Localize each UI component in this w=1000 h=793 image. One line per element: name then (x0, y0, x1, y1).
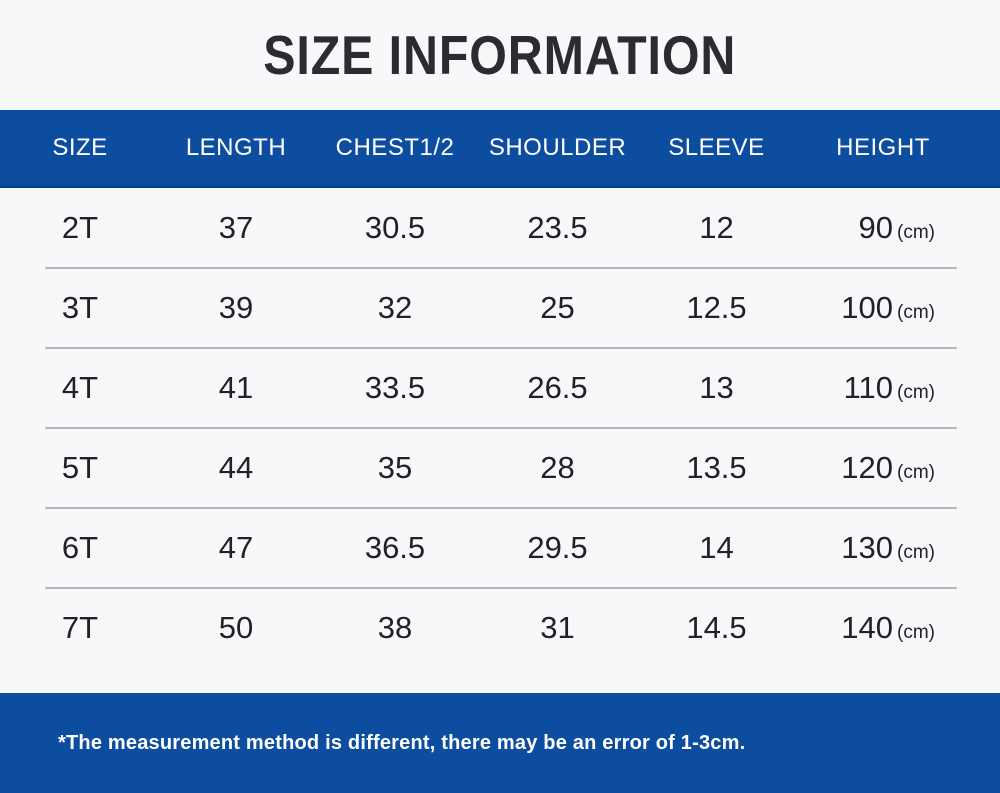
height-cell: 90 (cm) (796, 210, 1000, 246)
size-cell: 2T (61, 210, 99, 245)
chest-cell: 33.5 (364, 370, 426, 405)
shoulder-cell: 31 (540, 610, 575, 645)
sleeve-cell: 12 (699, 210, 734, 245)
chest-cell: 38 (377, 610, 413, 645)
height-value: 100 (841, 290, 893, 325)
column-header-shoulder: SHOULDER (488, 134, 627, 161)
length-cell: 44 (218, 450, 254, 485)
shoulder-cell: 25 (540, 290, 575, 325)
height-cell: 120 (cm) (796, 450, 1000, 486)
measurement-disclaimer: *The measurement method is different, th… (58, 731, 746, 754)
height-unit: (cm) (897, 302, 935, 323)
chest-cell: 30.5 (364, 210, 426, 245)
size-cell: 4T (61, 370, 99, 405)
height-value: 90 (858, 210, 893, 245)
length-cell: 39 (218, 290, 254, 325)
column-header-chest: CHEST1/2 (335, 134, 455, 161)
chest-cell: 32 (377, 290, 413, 325)
size-cell: 3T (61, 290, 99, 325)
length-cell: 50 (218, 610, 254, 645)
sleeve-cell: 14 (699, 530, 734, 565)
chest-cell: 36.5 (364, 530, 426, 565)
length-cell: 37 (218, 210, 254, 245)
column-header-height: HEIGHT (836, 134, 930, 161)
sleeve-cell: 13 (699, 370, 734, 405)
height-value: 130 (841, 530, 893, 565)
table-row: 4T 41 33.5 26.5 13 110 (cm) (0, 348, 1000, 429)
shoulder-cell: 28 (540, 450, 575, 485)
height-value: 120 (841, 450, 893, 485)
height-unit: (cm) (897, 622, 935, 643)
height-value: 140 (841, 610, 893, 645)
size-cell: 7T (61, 610, 99, 645)
chest-cell: 35 (377, 450, 413, 485)
height-cell: 130 (cm) (796, 530, 1000, 566)
height-cell: 110 (cm) (796, 370, 1000, 406)
height-unit: (cm) (897, 222, 935, 243)
size-cell: 6T (61, 530, 99, 565)
height-value: 110 (843, 370, 893, 405)
shoulder-cell: 29.5 (527, 530, 588, 565)
size-table-body: 2T 37 30.5 23.5 12 90 (cm) 3T 39 32 25 1… (0, 188, 1000, 668)
height-unit: (cm) (897, 462, 935, 483)
height-cell: 100 (cm) (796, 290, 1000, 326)
table-header-row: SIZE LENGTH CHEST1/2 SHOULDER SLEEVE HEI… (0, 110, 1000, 188)
size-cell: 5T (61, 450, 99, 485)
sleeve-cell: 13.5 (686, 450, 747, 485)
table-row: 6T 47 36.5 29.5 14 130 (cm) (0, 508, 1000, 589)
footnote-bar: *The measurement method is different, th… (0, 693, 1000, 793)
table-row: 2T 37 30.5 23.5 12 90 (cm) (0, 188, 1000, 269)
sleeve-cell: 12.5 (686, 290, 747, 325)
table-row: 5T 44 35 28 13.5 120 (cm) (0, 428, 1000, 509)
height-cell: 140 (cm) (796, 610, 1000, 646)
sleeve-cell: 14.5 (686, 610, 747, 645)
column-header-sleeve: SLEEVE (668, 134, 765, 161)
table-row: 3T 39 32 25 12.5 100 (cm) (0, 268, 1000, 349)
title-bar: SIZE INFORMATION (0, 0, 1000, 110)
column-header-size: SIZE (52, 134, 108, 161)
length-cell: 41 (218, 370, 254, 405)
shoulder-cell: 23.5 (527, 210, 588, 245)
length-cell: 47 (218, 530, 254, 565)
shoulder-cell: 26.5 (527, 370, 588, 405)
column-header-length: LENGTH (185, 134, 287, 161)
table-row: 7T 50 38 31 14.5 140 (cm) (0, 588, 1000, 668)
height-unit: (cm) (897, 542, 935, 563)
height-unit: (cm) (897, 382, 935, 403)
page-title: SIZE INFORMATION (263, 24, 737, 86)
